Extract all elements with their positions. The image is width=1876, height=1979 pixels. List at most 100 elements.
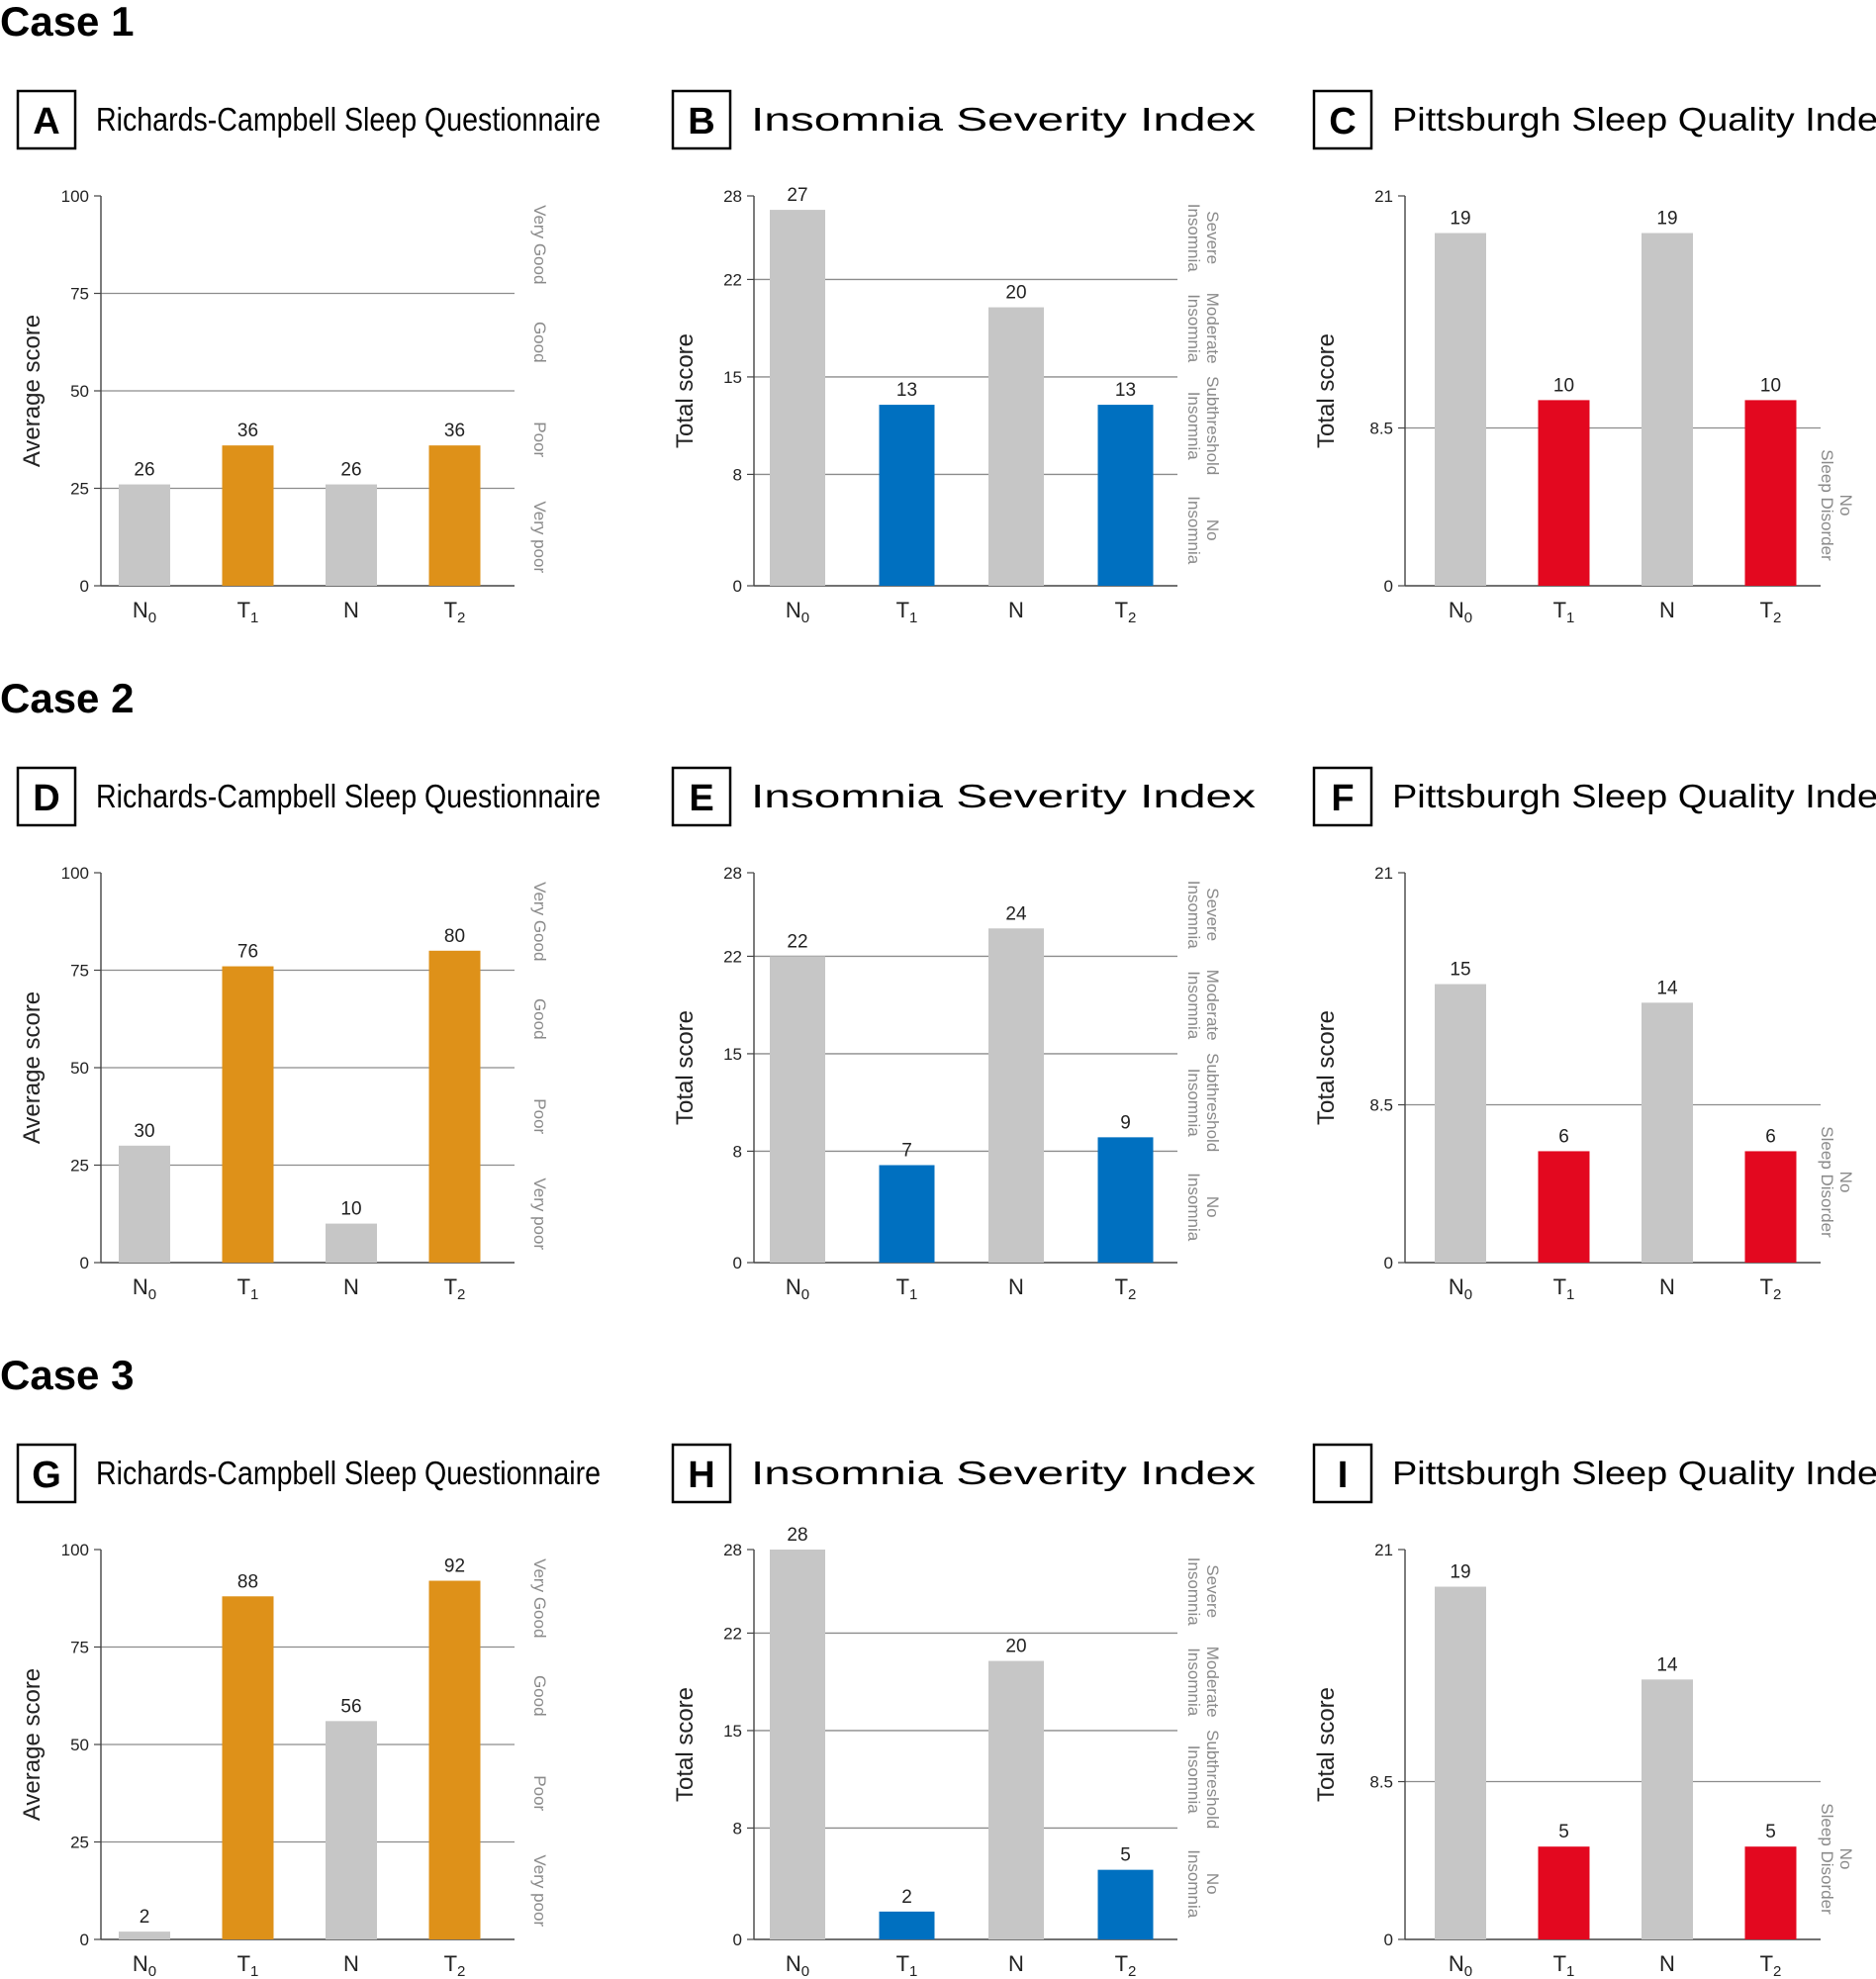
- case-heading-3: Case 3: [0, 1352, 134, 1398]
- x-tick-main: T: [444, 598, 457, 622]
- x-tick-main: N: [786, 1274, 801, 1299]
- bar: [988, 307, 1044, 586]
- x-tick-subscript: 0: [801, 610, 809, 626]
- bar: [1097, 405, 1154, 586]
- bar-value-label: 20: [1005, 283, 1026, 304]
- bar-value-label: 9: [1120, 1112, 1131, 1133]
- x-tick-subscript: 2: [457, 1963, 465, 1979]
- panel-title: Richards-Campbell Sleep Questionnaire: [96, 101, 601, 138]
- y-tick-label: 15: [723, 1045, 742, 1064]
- zone-label-line: Insomnia: [1184, 1745, 1203, 1815]
- panel-title: Insomnia Severity Index: [751, 1455, 1257, 1491]
- y-tick-label: 0: [733, 577, 742, 596]
- bar-value-label: 19: [1450, 1562, 1470, 1583]
- y-tick-label: 50: [70, 1059, 89, 1078]
- zone-label-line: No: [1836, 495, 1855, 517]
- x-tick-subscript: 2: [1773, 610, 1781, 626]
- panel-letter-box: [671, 1443, 732, 1504]
- bar: [1744, 1846, 1797, 1939]
- bar: [1538, 1846, 1590, 1939]
- zone-label-line: Insomnia: [1184, 1173, 1203, 1242]
- y-tick-label: 25: [70, 1157, 89, 1176]
- x-tick-subscript: 0: [1464, 1286, 1472, 1303]
- y-tick-label: 75: [70, 285, 89, 304]
- zone-label-line: Insomnia: [1184, 1648, 1203, 1717]
- panel-letter: B: [688, 101, 714, 142]
- x-tick-main: T: [237, 1274, 250, 1299]
- zone-label: Good: [530, 322, 549, 363]
- zone-label-line: Sleep Disorder: [1818, 449, 1836, 561]
- x-tick-label: N0: [786, 598, 809, 626]
- panel-letter: G: [32, 1455, 61, 1496]
- x-tick-main: T: [896, 598, 909, 622]
- x-tick-label: T2: [444, 1274, 466, 1303]
- zone-label: Very poor: [530, 501, 549, 573]
- y-tick-label: 22: [723, 1624, 742, 1643]
- zone-label-line: Subthreshold: [1203, 1053, 1222, 1152]
- zone-label-line: Insomnia: [1184, 1557, 1203, 1627]
- bar-value-label: 88: [237, 1571, 258, 1592]
- bar-value-label: 10: [1760, 375, 1781, 396]
- zone-label-line: Moderate: [1203, 293, 1222, 364]
- zone-label-line: Insomnia: [1184, 496, 1203, 565]
- x-tick-subscript: 0: [1464, 1963, 1472, 1979]
- x-tick-label: N: [1659, 598, 1675, 622]
- y-axis-label: Total score: [1313, 333, 1340, 448]
- bar: [1435, 233, 1486, 586]
- zone-label: Very poor: [530, 1178, 549, 1250]
- bar: [1435, 984, 1486, 1263]
- panel-title: Pittsburgh Sleep Quality Index: [1392, 778, 1876, 814]
- y-tick-label: 50: [70, 382, 89, 401]
- y-axis-label: Total score: [672, 1010, 699, 1125]
- x-tick-subscript: 2: [1773, 1963, 1781, 1979]
- zone-label-line: No: [1203, 1196, 1222, 1218]
- y-tick-label: 0: [1384, 577, 1393, 596]
- bar-value-label: 14: [1656, 1654, 1678, 1675]
- x-tick-main: T: [1760, 1951, 1773, 1976]
- bar: [1097, 1869, 1154, 1939]
- x-tick-main: N: [1659, 1951, 1675, 1976]
- x-tick-label: T1: [1553, 1274, 1575, 1303]
- bar: [879, 405, 935, 586]
- panel-letter-box: [671, 766, 732, 827]
- x-tick-subscript: 1: [250, 1286, 258, 1303]
- x-tick-subscript: 1: [1566, 610, 1574, 626]
- bar: [1435, 1586, 1486, 1939]
- x-tick-subscript: 0: [801, 1286, 809, 1303]
- x-tick-subscript: 2: [1128, 610, 1136, 626]
- bar-value-label: 15: [1450, 960, 1470, 981]
- y-axis-label: Average score: [19, 991, 46, 1144]
- bar-value-label: 36: [444, 421, 465, 441]
- x-tick-label: N0: [133, 1951, 156, 1979]
- bar: [119, 1145, 170, 1263]
- x-tick-label: N: [1008, 598, 1024, 622]
- panel-letter-box: [1312, 1443, 1373, 1504]
- x-tick-main: N: [1449, 598, 1464, 622]
- bar-value-label: 24: [1005, 903, 1027, 924]
- y-tick-label: 8: [733, 1142, 742, 1161]
- y-tick-label: 8.5: [1369, 1773, 1393, 1792]
- bar-value-label: 76: [237, 942, 258, 963]
- x-tick-subscript: 1: [1566, 1286, 1574, 1303]
- zone-label-line: Insomnia: [1184, 971, 1203, 1040]
- x-tick-main: T: [1115, 1951, 1128, 1976]
- x-tick-main: N: [1008, 1274, 1024, 1299]
- bar: [1744, 400, 1797, 586]
- bar: [1642, 233, 1693, 586]
- bar-value-label: 92: [444, 1556, 465, 1577]
- bar-value-label: 27: [787, 185, 807, 206]
- bar-value-label: 36: [237, 421, 258, 441]
- x-tick-main: T: [1553, 1951, 1566, 1976]
- panel-letter: F: [1331, 778, 1354, 819]
- x-tick-label: T1: [1553, 1951, 1575, 1979]
- zone-label-line: Severe: [1203, 1564, 1222, 1618]
- bar: [326, 484, 377, 586]
- x-tick-main: N: [1659, 598, 1675, 622]
- bar-value-label: 13: [896, 380, 917, 401]
- panel-letter-box: [16, 1443, 77, 1504]
